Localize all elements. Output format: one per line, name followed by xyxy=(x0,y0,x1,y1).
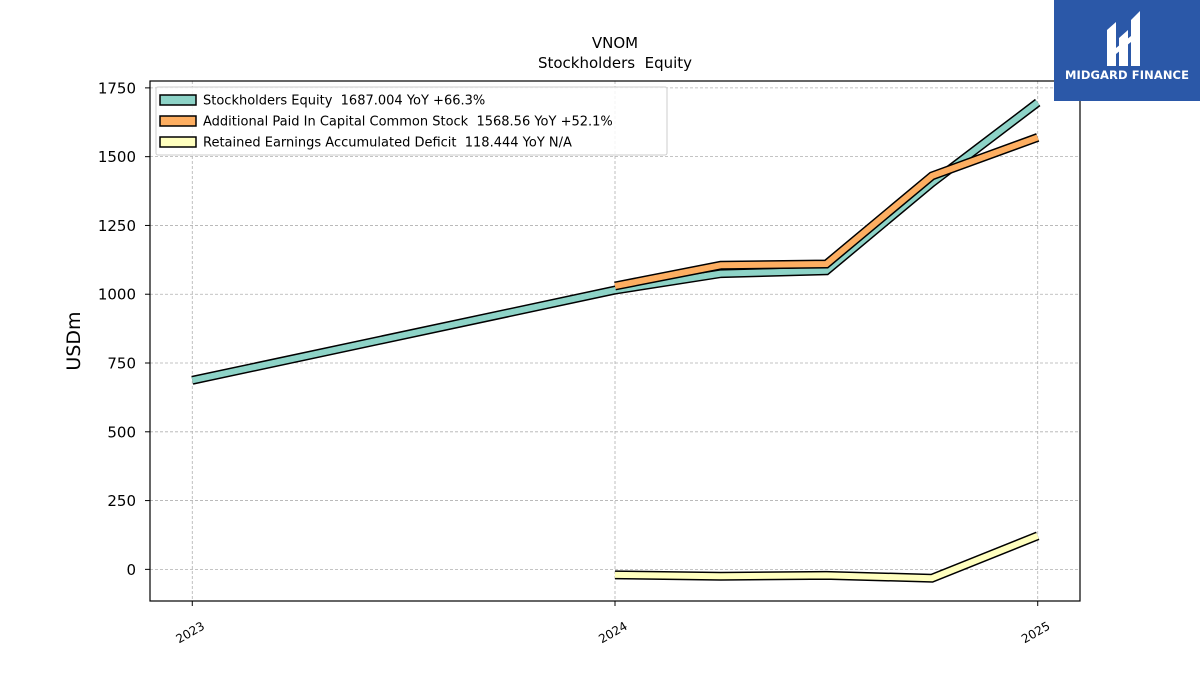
legend-label: Additional Paid In Capital Common Stock … xyxy=(203,115,613,130)
chart-title: VNOM xyxy=(592,34,638,52)
x-tick-label: 2023 xyxy=(174,619,207,646)
series-lines xyxy=(191,98,1041,583)
y-tick-label: 500 xyxy=(107,423,136,441)
y-tick-label: 1500 xyxy=(98,148,136,166)
y-tick-label: 1000 xyxy=(98,286,136,304)
legend-label: Stockholders Equity 1687.004 YoY +66.3% xyxy=(203,94,485,109)
y-tick-label: 750 xyxy=(107,355,136,373)
legend-label: Retained Earnings Accumulated Deficit 11… xyxy=(203,136,572,151)
y-tick-label: 1250 xyxy=(98,217,136,235)
legend-swatch xyxy=(159,94,197,106)
series-line xyxy=(614,134,1039,289)
series-line xyxy=(614,533,1039,582)
legend-swatch xyxy=(159,136,197,148)
brand-name: MIDGARD FINANCE xyxy=(1064,68,1190,82)
series-line-outline xyxy=(614,531,1040,583)
y-tick-label: 0 xyxy=(126,561,136,579)
x-tick-label: 2024 xyxy=(596,619,629,646)
brand-logo: MIDGARD FINANCE xyxy=(1054,0,1200,101)
y-tick-label: 250 xyxy=(107,492,136,510)
grid xyxy=(150,81,1080,601)
y-axis-label: USDm xyxy=(63,311,85,370)
legend-box xyxy=(155,86,668,156)
x-tick-label: 2025 xyxy=(1019,619,1052,646)
y-tick-label: 1750 xyxy=(98,79,136,97)
legend-swatch xyxy=(159,115,197,127)
legend: Stockholders Equity 1687.004 YoY +66.3% A… xyxy=(155,86,668,156)
midgard-logo-icon xyxy=(1107,11,1140,66)
axis-ticks: 0 250 500 750 1000 1250 1500 1750 2023 2024 2025 xyxy=(98,79,1053,646)
chart-subtitle: Stockholders Equity xyxy=(538,54,692,72)
